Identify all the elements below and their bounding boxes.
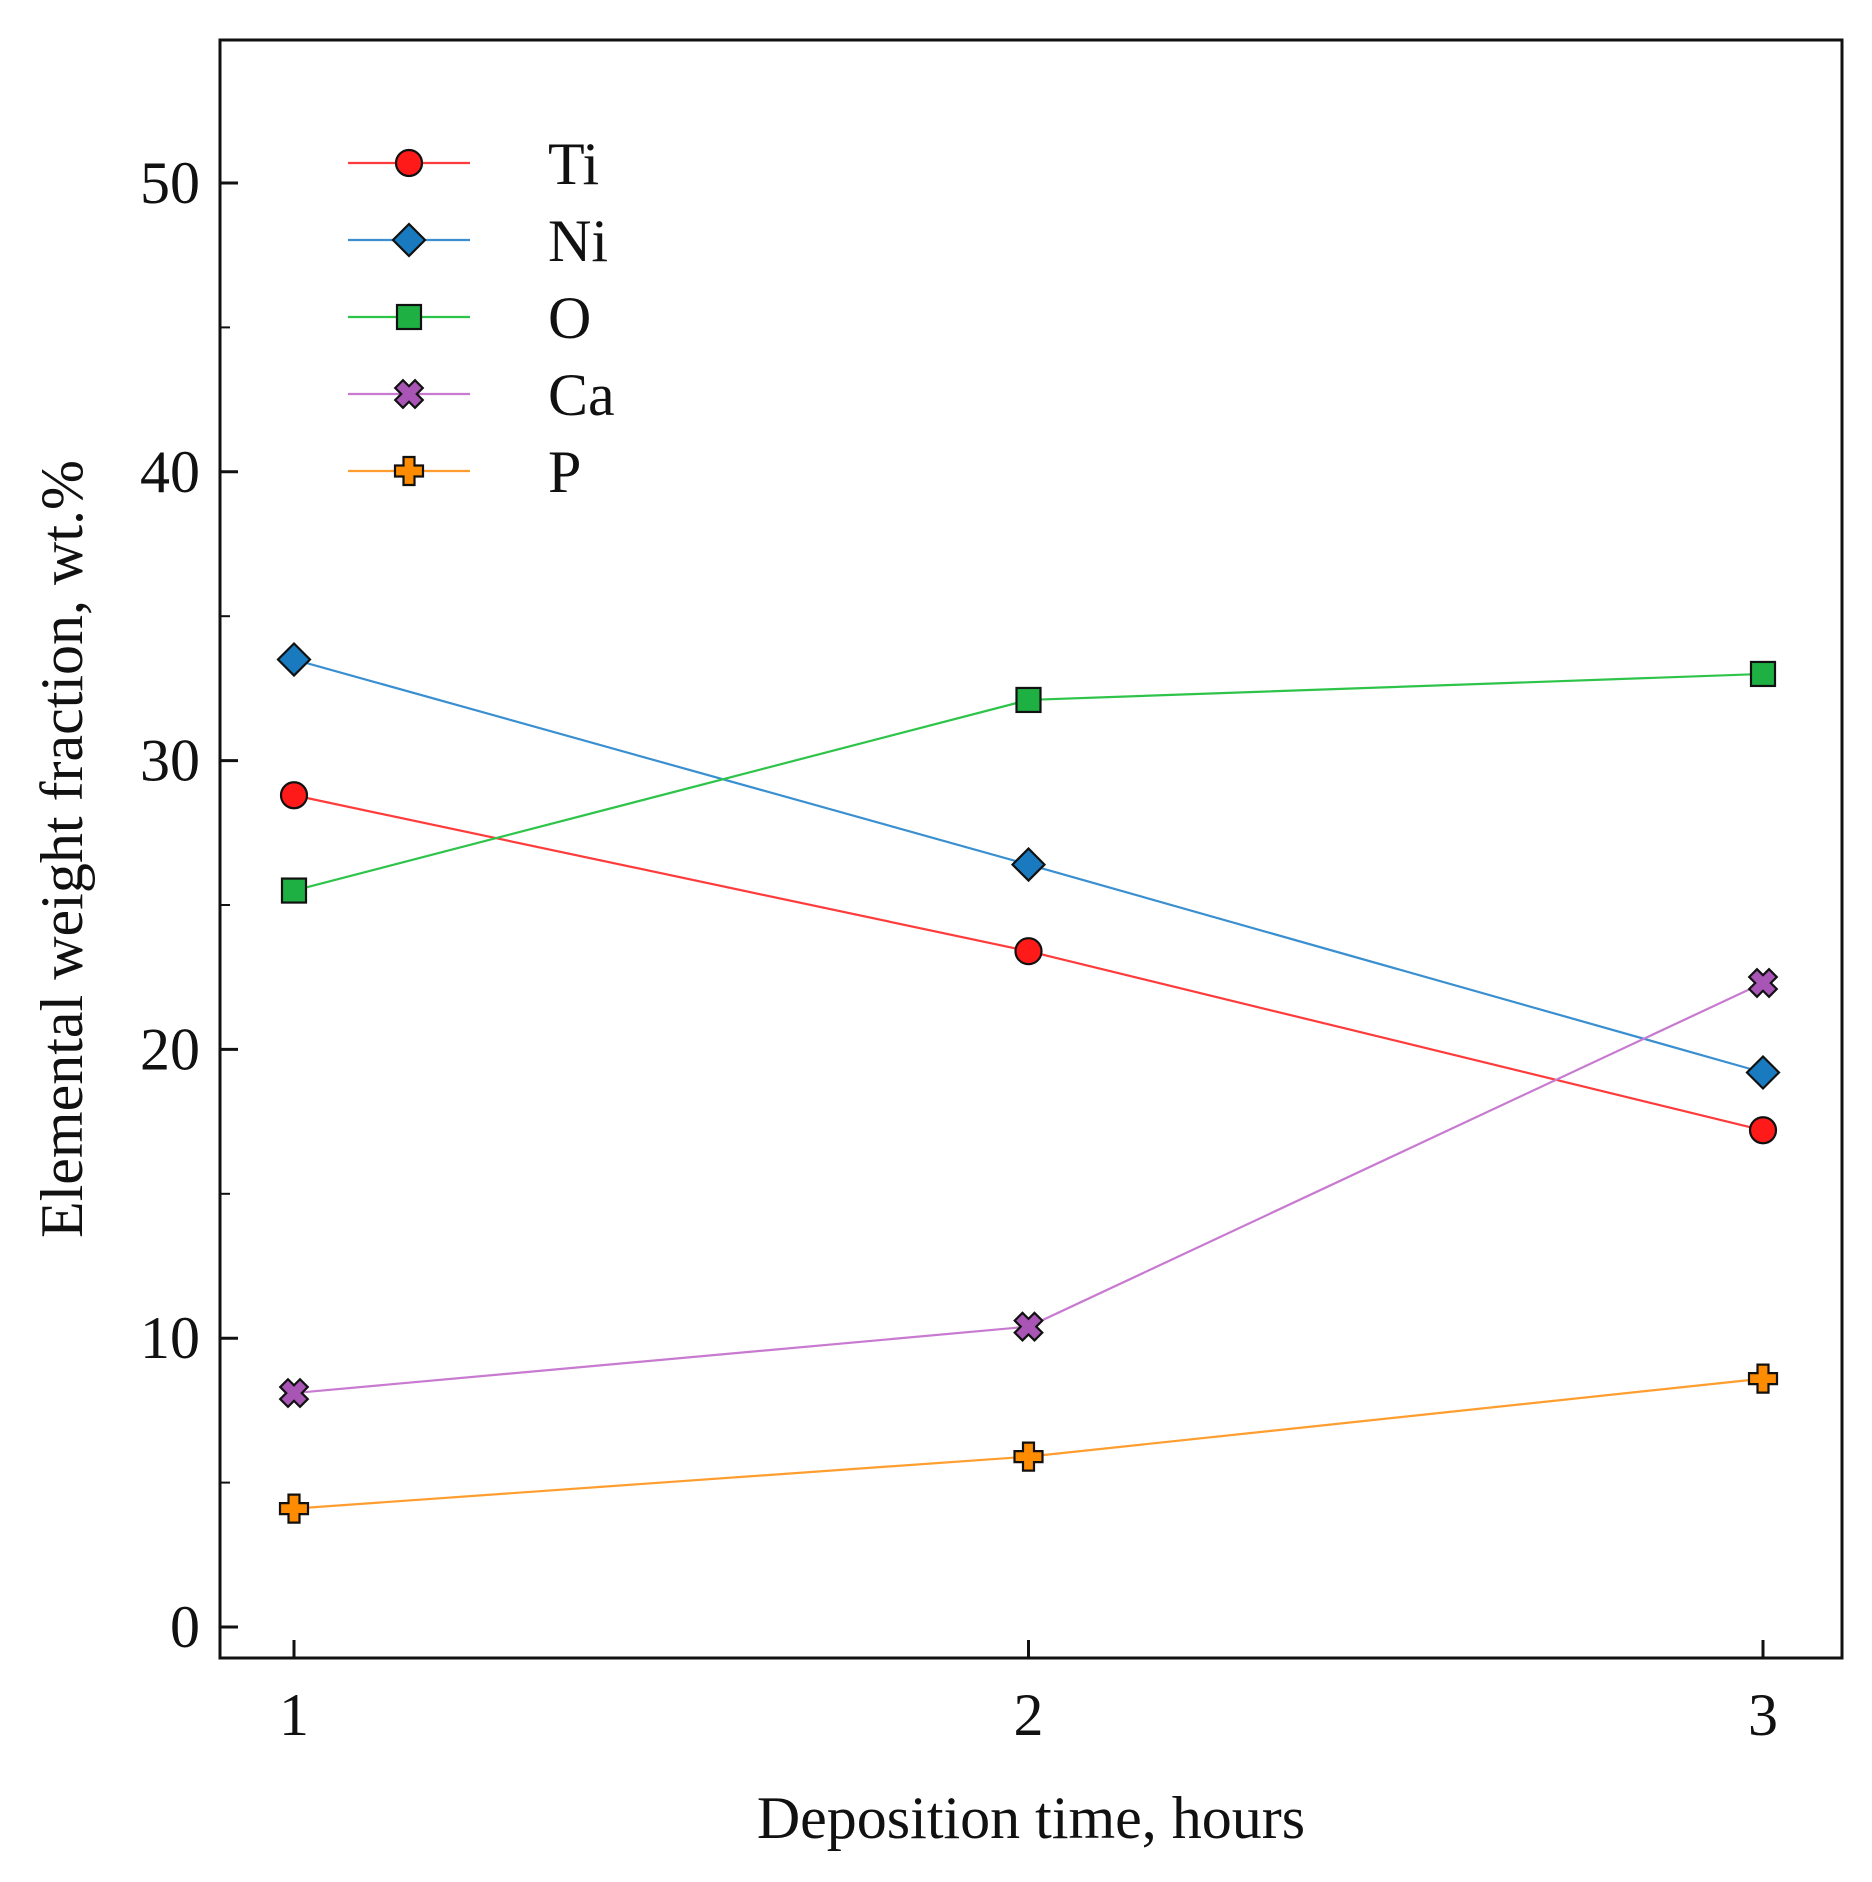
data-point-ni (276, 641, 312, 678)
legend-label: O (548, 285, 591, 351)
data-point-o (1749, 660, 1777, 688)
series-layer (276, 641, 1781, 1524)
series-p (278, 1363, 1779, 1524)
data-point-p (278, 1493, 310, 1524)
legend-label: Ti (548, 131, 599, 197)
x-tick-label: 3 (1748, 1682, 1778, 1748)
y-tick-label: 20 (140, 1016, 200, 1082)
y-tick-label: 10 (140, 1305, 200, 1371)
y-tick-label: 0 (170, 1594, 200, 1660)
data-point-ni (1010, 847, 1047, 883)
series-ca (278, 967, 1779, 1409)
data-point-ti (1014, 937, 1043, 966)
legend-item: Ti (348, 131, 599, 197)
series-ti (279, 781, 1778, 1145)
y-axis-label: Elemental weight fraction, wt.% (29, 460, 95, 1238)
data-point-ti (1748, 1116, 1778, 1145)
legend-marker (394, 148, 424, 178)
legend-marker (393, 455, 425, 487)
legend-marker (395, 303, 423, 331)
data-point-ca (278, 1377, 310, 1409)
series-ni (276, 641, 1781, 1091)
legend-item: Ni (348, 208, 608, 274)
plot-frame (218, 38, 1844, 1660)
data-point-p (1013, 1441, 1044, 1472)
legend: Ti Ni O Ca P (348, 131, 615, 505)
y-axis: 0 10 20 30 40 50 (140, 150, 238, 1660)
y-tick-label: 40 (140, 439, 200, 505)
legend-marker (393, 378, 425, 410)
legend-item: P (348, 439, 581, 505)
series-o (280, 660, 1777, 904)
data-point-ca (1747, 967, 1779, 999)
legend-label: Ca (548, 362, 615, 428)
data-point-o (280, 877, 308, 904)
data-point-p (1747, 1363, 1779, 1394)
data-point-ca (1013, 1311, 1044, 1342)
x-axis: 1 2 3 (279, 1640, 1778, 1748)
legend-item: O (348, 285, 591, 351)
legend-marker (391, 222, 427, 258)
legend-label: Ni (548, 208, 608, 274)
data-point-ti (279, 781, 309, 810)
data-point-o (1015, 686, 1042, 714)
x-tick-label: 1 (279, 1682, 309, 1748)
y-tick-label: 30 (140, 728, 200, 794)
y-tick-label: 50 (140, 150, 200, 216)
data-point-ni (1745, 1054, 1781, 1091)
legend-item: Ca (348, 362, 615, 428)
x-tick-label: 2 (1014, 1682, 1044, 1748)
x-axis-label: Deposition time, hours (757, 1785, 1305, 1851)
legend-label: P (548, 439, 581, 505)
